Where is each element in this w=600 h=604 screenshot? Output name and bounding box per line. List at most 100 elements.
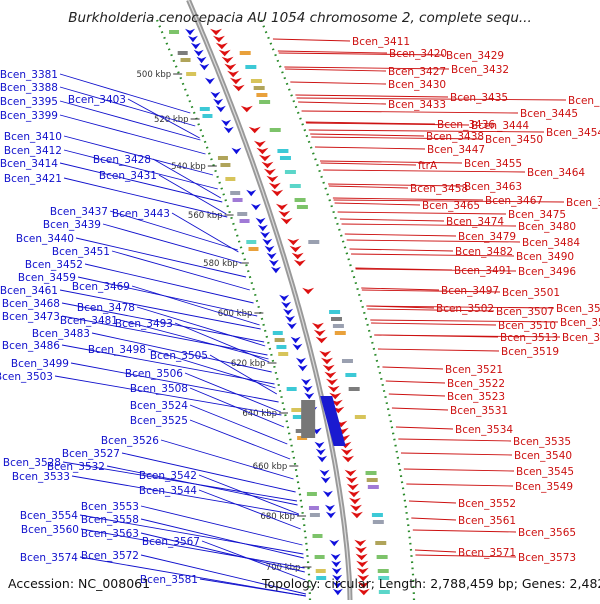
gene-forward-arrow[interactable] (204, 77, 215, 85)
gene-label[interactable]: Bcen_3507 (496, 306, 554, 318)
gene-label[interactable]: Bcen_3506 (125, 368, 183, 380)
gene-reverse-arrow[interactable] (322, 364, 335, 372)
gene-label[interactable]: Bcen_3503 (0, 371, 53, 383)
gene-forward-arrow[interactable] (325, 511, 336, 519)
gene-forward-arrow[interactable] (322, 490, 333, 498)
gene-reverse-arrow[interactable] (248, 126, 261, 134)
gene-reverse-arrow[interactable] (224, 63, 237, 71)
gene-forward-arrow[interactable] (215, 105, 226, 113)
gene-label[interactable]: Bcen_3458 (410, 183, 468, 195)
gene-reverse-arrow[interactable] (350, 511, 363, 519)
gene-label[interactable]: ftrA (418, 160, 438, 172)
gene-label[interactable]: Bcen_3519 (501, 346, 559, 358)
gene-forward-arrow[interactable] (268, 259, 279, 267)
gene-label[interactable]: Bcen_3463 (464, 181, 522, 193)
gene-forward-arrow[interactable] (332, 581, 343, 589)
gene-forward-arrow[interactable] (320, 476, 331, 484)
gene-label[interactable]: Bcen_3581 (140, 574, 198, 586)
gene-label[interactable]: Bcen_3522 (447, 378, 505, 390)
gene-forward-arrow[interactable] (324, 504, 335, 512)
gene-label[interactable]: Bcen_3465 (422, 200, 480, 212)
gene-reverse-arrow[interactable] (346, 483, 359, 491)
gene-label[interactable]: Bcen_3454 (546, 127, 600, 139)
gene-label[interactable]: Bcen_3540 (514, 450, 572, 462)
gene-forward-arrow[interactable] (301, 378, 312, 386)
gene-label[interactable]: Bcen_3498 (88, 344, 146, 356)
gene-label[interactable]: Bcen_3497 (441, 285, 499, 297)
gene-forward-arrow[interactable] (185, 28, 196, 36)
gene-forward-arrow[interactable] (317, 455, 328, 463)
gene-reverse-arrow[interactable] (324, 371, 337, 379)
gene-reverse-arrow[interactable] (293, 259, 306, 267)
gene-label[interactable]: Bcen_3505 (150, 350, 208, 362)
gene-reverse-arrow[interactable] (345, 476, 358, 484)
gene-forward-arrow[interactable] (285, 315, 296, 323)
gene-reverse-arrow[interactable] (330, 399, 343, 407)
gene-forward-arrow[interactable] (314, 441, 325, 449)
gene-reverse-arrow[interactable] (271, 189, 284, 197)
gene-label[interactable]: Bcen_3439 (43, 219, 101, 231)
gene-reverse-arrow[interactable] (344, 469, 357, 477)
gene-label[interactable]: Bcen_3476 (566, 197, 600, 209)
gene-label[interactable]: Bcen_3440 (16, 233, 74, 245)
gene-label[interactable]: Bcen_3437 (50, 206, 108, 218)
gene-label[interactable]: Bcen_3549 (515, 481, 573, 493)
gene-label[interactable]: Bcen_3395 (0, 96, 58, 108)
gene-label[interactable]: Bcen_3483 (32, 328, 90, 340)
gene-label[interactable]: Bcen_3429 (446, 50, 504, 62)
gene-label[interactable]: Bcen_3525 (130, 415, 188, 427)
gene-forward-arrow[interactable] (329, 539, 340, 547)
gene-forward-arrow[interactable] (257, 224, 268, 232)
gene-reverse-arrow[interactable] (356, 567, 369, 575)
gene-reverse-arrow[interactable] (342, 455, 355, 463)
gene-label[interactable]: Bcen_3421 (4, 173, 62, 185)
gene-reverse-arrow[interactable] (357, 581, 370, 589)
gene-label[interactable]: Bcen_3499 (11, 358, 69, 370)
gene-label[interactable]: Bcen_3461 (0, 285, 58, 297)
gene-label[interactable]: Bcen_3528 (3, 457, 61, 469)
gene-forward-arrow[interactable] (246, 189, 257, 197)
gene-reverse-arrow[interactable] (232, 84, 245, 92)
gene-forward-arrow[interactable] (260, 231, 271, 239)
gene-forward-arrow[interactable] (297, 364, 308, 372)
gene-label[interactable]: Bcen_3445 (520, 108, 578, 120)
gene-label[interactable]: Bcen_3496 (518, 266, 576, 278)
gene-label[interactable]: Bcen_3459 (18, 272, 76, 284)
gene-label[interactable]: Bcen_3464 (527, 167, 585, 179)
gene-forward-arrow[interactable] (264, 245, 275, 253)
gene-reverse-arrow[interactable] (326, 378, 339, 386)
gene-label[interactable]: Bcen_3493 (115, 318, 173, 330)
gene-forward-arrow[interactable] (221, 119, 232, 127)
gene-forward-arrow[interactable] (279, 294, 290, 302)
gene-label[interactable]: Bcen_3403 (68, 94, 126, 106)
gene-reverse-arrow[interactable] (355, 553, 368, 561)
gene-label[interactable]: Bcen_3475 (508, 209, 566, 221)
gene-forward-arrow[interactable] (292, 343, 303, 351)
gene-forward-arrow[interactable] (295, 357, 306, 365)
gene-forward-arrow[interactable] (304, 392, 315, 400)
gene-forward-arrow[interactable] (281, 301, 292, 309)
gene-label[interactable]: Bcen_3512 (560, 317, 600, 329)
gene-reverse-arrow[interactable] (275, 203, 288, 211)
gene-label[interactable]: Bcen_3431 (99, 170, 157, 182)
gene-reverse-arrow[interactable] (229, 77, 242, 85)
gene-label[interactable]: Bcen_3430 (388, 79, 446, 91)
gene-label[interactable]: Bcen_3443 (112, 208, 170, 220)
gene-forward-arrow[interactable] (331, 560, 342, 568)
gene-reverse-arrow[interactable] (212, 35, 225, 43)
gene-label[interactable]: Bcen_3517 (562, 332, 600, 344)
gene-label[interactable]: Bcen_3410 (4, 131, 62, 143)
gene-reverse-arrow[interactable] (356, 560, 369, 568)
gene-label[interactable]: Bcen_3542 (139, 470, 197, 482)
gene-label[interactable]: Bcen_3565 (518, 527, 576, 539)
gene-label[interactable]: Bcen_3412 (4, 145, 62, 157)
gene-label[interactable]: Bcen_3435 (450, 92, 508, 104)
gene-label[interactable]: Bcen_3554 (20, 510, 78, 522)
gene-reverse-arrow[interactable] (261, 161, 274, 169)
gene-reverse-arrow[interactable] (315, 336, 328, 344)
gene-label[interactable]: Bcen_3399 (0, 110, 58, 122)
gene-label[interactable]: Bcen_3473 (2, 311, 60, 323)
gene-reverse-arrow[interactable] (319, 350, 332, 358)
gene-label[interactable]: Bcen_3479 (458, 231, 516, 243)
